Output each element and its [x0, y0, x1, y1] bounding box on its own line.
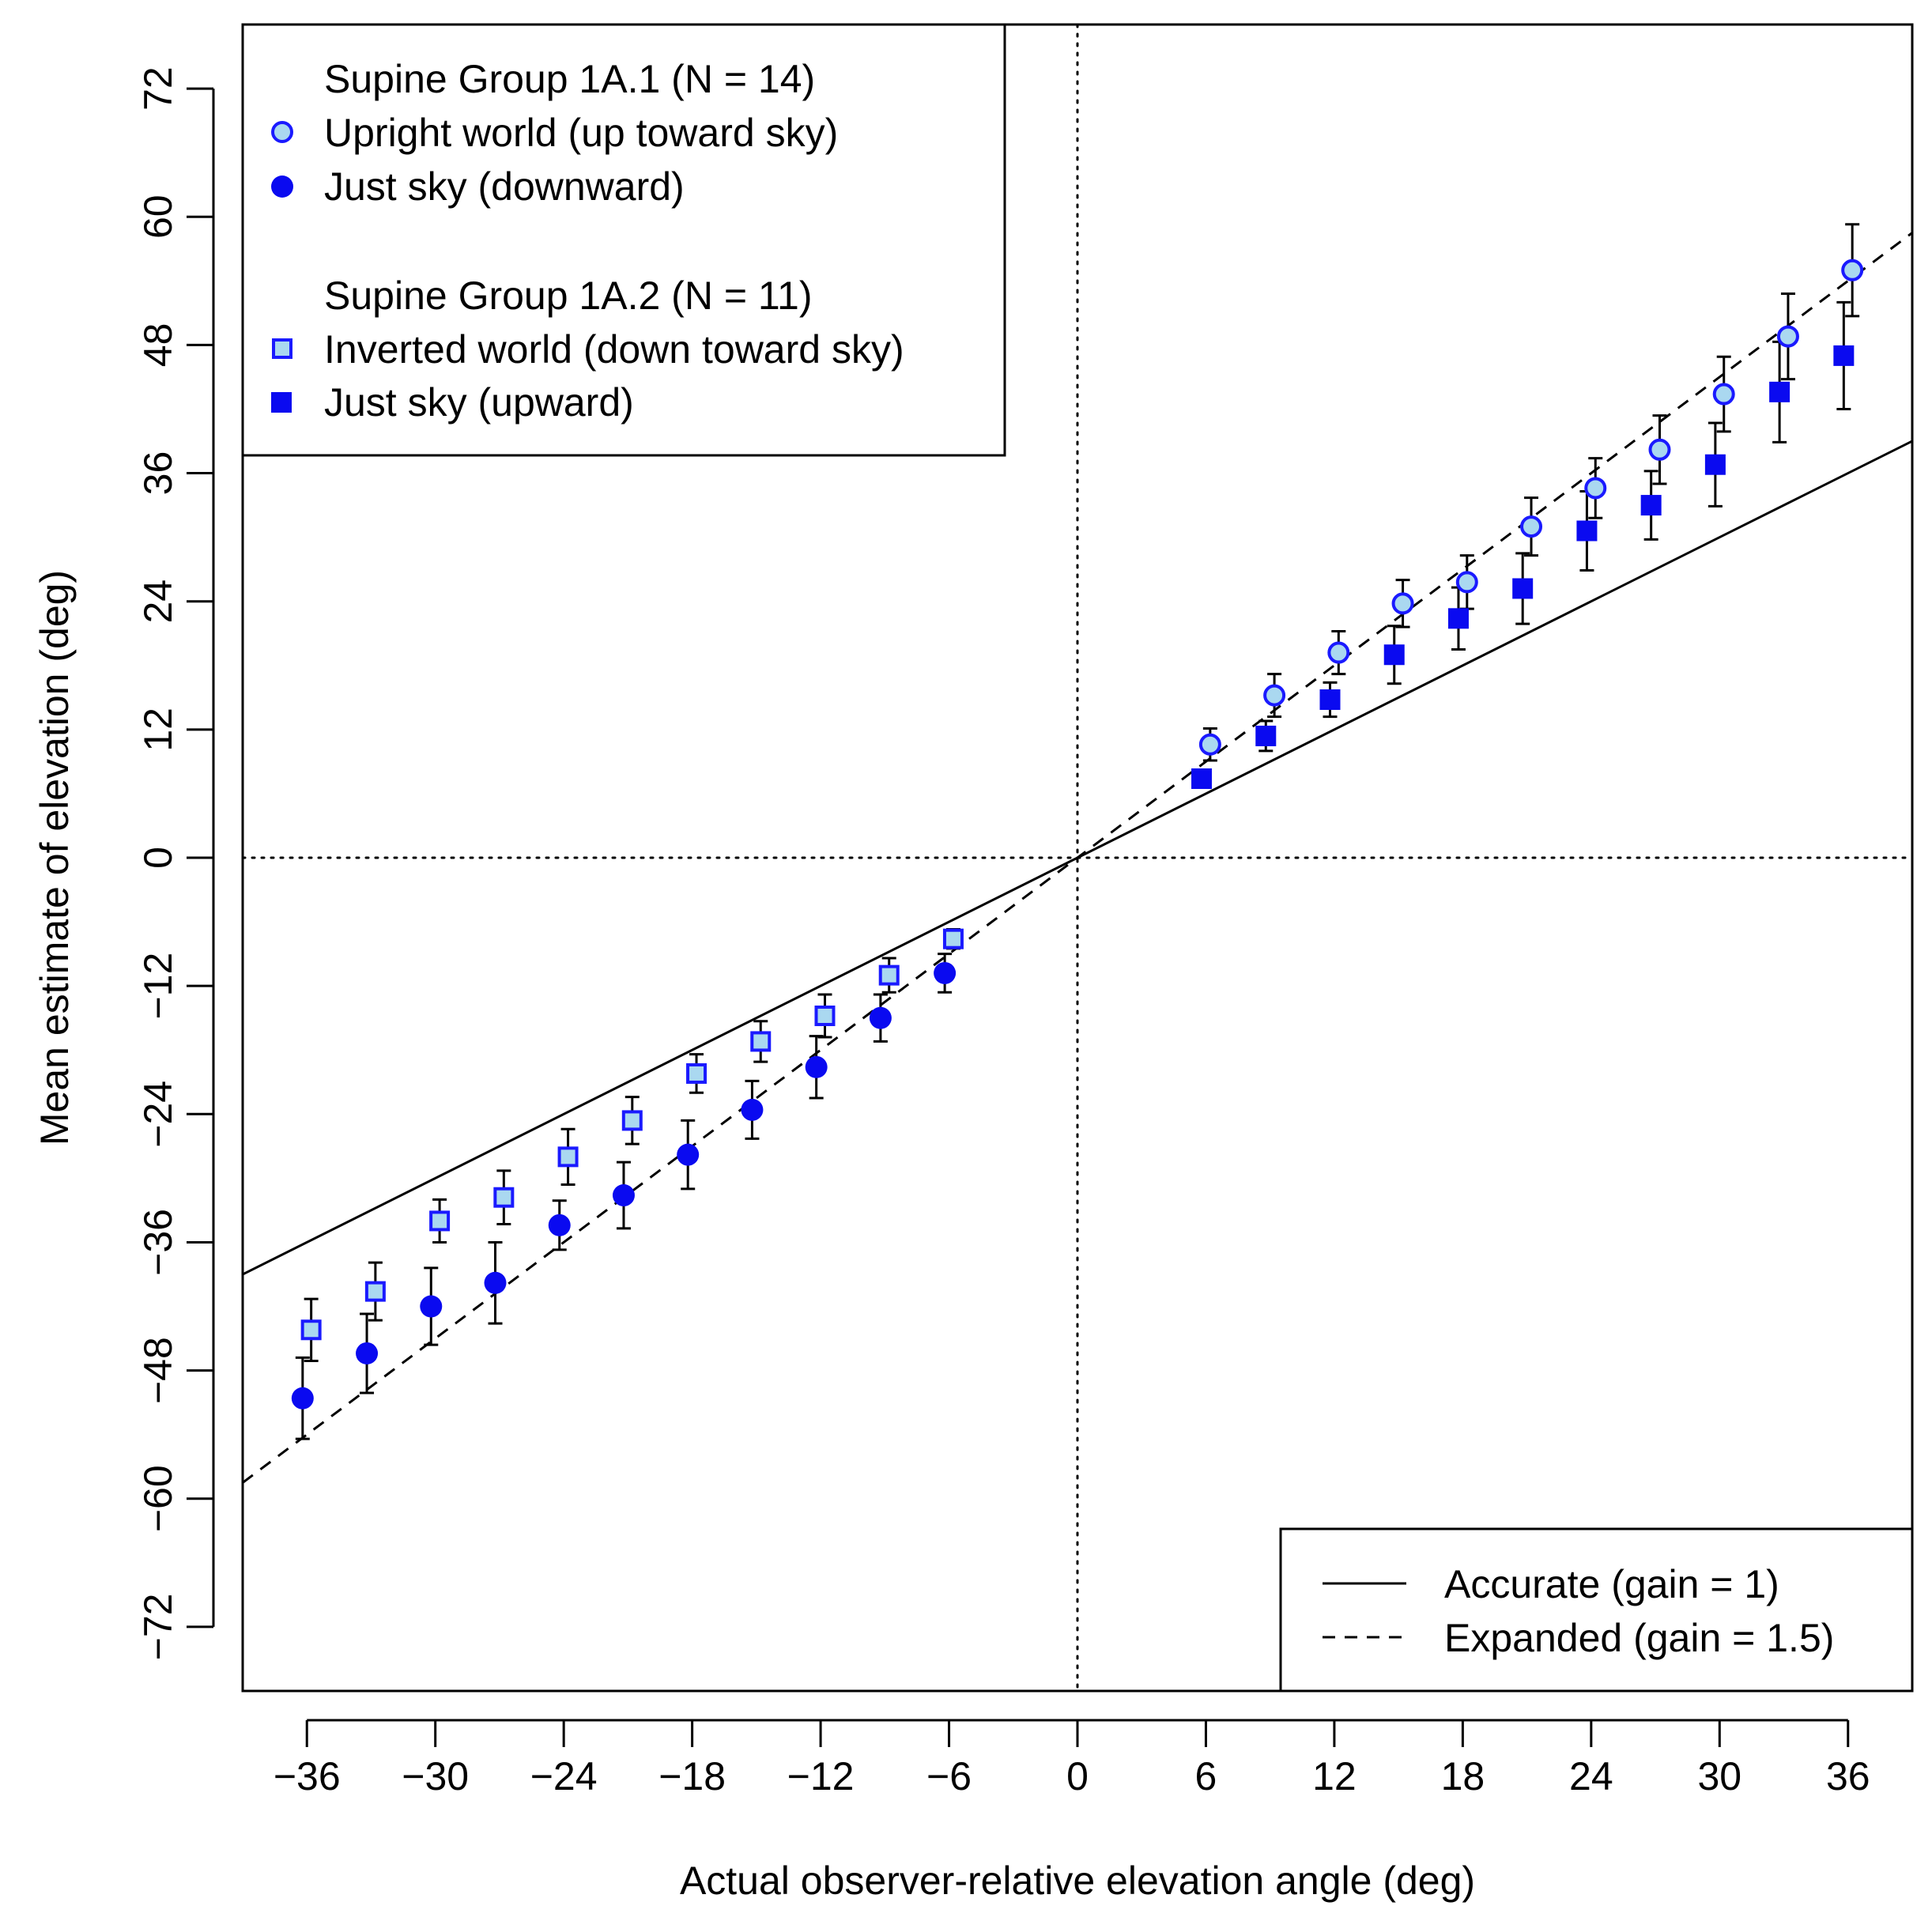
y-tick-label: 60 [136, 194, 180, 239]
point-just-sky-downward [805, 1055, 828, 1078]
legend-just-sky-upward-marker [271, 392, 292, 413]
legend-upright-world-label: Upright world (up toward sky) [324, 111, 838, 155]
point-upright-world-up-toward-sky [1391, 592, 1414, 615]
point-inverted-world-down-toward-sky [814, 1005, 836, 1026]
point-upright-world-up-toward-sky [1198, 733, 1221, 756]
x-tick-label: −30 [402, 1754, 469, 1798]
legend-just-sky-upward-label: Just sky (upward) [324, 380, 634, 425]
x-axis: −36 −30 −24 −18 −12 −6 0 6 12 18 24 30 36 [274, 1719, 1870, 1798]
x-tick-label: 18 [1441, 1754, 1485, 1798]
point-just-sky-upward [1576, 520, 1598, 542]
point-inverted-world-down-toward-sky [557, 1146, 579, 1168]
reference-lines [243, 25, 1912, 1691]
point-just-sky-upward [1383, 644, 1405, 666]
legend-group1-title: Supine Group 1A.1 (N = 14) [324, 57, 815, 101]
legend-upright-world-marker [271, 121, 293, 143]
x-tick-label: 36 [1826, 1754, 1870, 1798]
y-tick-label: 24 [136, 579, 180, 624]
point-inverted-world-down-toward-sky [493, 1187, 515, 1208]
point-upright-world-up-toward-sky [1263, 684, 1286, 707]
legend-expanded-label: Expanded (gain = 1.5) [1444, 1616, 1834, 1660]
y-tick-label: −24 [136, 1081, 180, 1148]
reference-line-gain-1-5 [243, 232, 1912, 1484]
legend-just-sky-downward-label: Just sky (downward) [324, 164, 685, 209]
point-inverted-world-down-toward-sky [300, 1319, 322, 1341]
point-just-sky-downward [548, 1213, 571, 1236]
y-tick-label: 36 [136, 451, 180, 496]
x-tick-label: −24 [530, 1754, 598, 1798]
y-tick-label: −60 [136, 1465, 180, 1532]
point-upright-world-up-toward-sky [1455, 571, 1478, 594]
x-axis-label: Actual observer-relative elevation angle… [680, 1859, 1475, 1903]
point-just-sky-upward [1512, 578, 1534, 599]
point-just-sky-downward [420, 1295, 443, 1318]
point-inverted-world-down-toward-sky [686, 1062, 708, 1084]
point-just-sky-upward [1833, 345, 1855, 366]
point-inverted-world-down-toward-sky [429, 1210, 451, 1232]
point-just-sky-upward [1319, 689, 1341, 711]
point-just-sky-upward [1255, 725, 1277, 746]
point-just-sky-upward [1447, 608, 1469, 629]
point-just-sky-downward [291, 1387, 314, 1410]
legend-just-sky-downward-marker [271, 175, 293, 198]
point-upright-world-up-toward-sky [1648, 438, 1671, 461]
x-tick-label: 12 [1312, 1754, 1357, 1798]
x-tick-label: −12 [787, 1754, 855, 1798]
data-markers [291, 259, 1864, 1410]
point-just-sky-upward [1640, 495, 1662, 516]
point-just-sky-upward [1769, 381, 1790, 402]
point-upright-world-up-toward-sky [1520, 515, 1543, 538]
point-just-sky-upward [1704, 454, 1726, 475]
x-tick-label: 24 [1569, 1754, 1613, 1798]
y-tick-label: 48 [136, 323, 180, 368]
legend-inverted-world-marker [272, 338, 292, 359]
point-inverted-world-down-toward-sky [750, 1031, 772, 1052]
y-tick-label: 12 [136, 708, 180, 752]
y-tick-label: 72 [136, 66, 180, 111]
legend-inverted-world-label: Inverted world (down toward sky) [324, 327, 904, 372]
x-tick-label: −36 [274, 1754, 341, 1798]
point-upright-world-up-toward-sky [1584, 477, 1607, 500]
point-just-sky-downward [741, 1098, 764, 1121]
point-just-sky-upward [1191, 768, 1213, 790]
point-just-sky-downward [612, 1184, 635, 1207]
y-axis-label: Mean estimate of elevation (deg) [32, 570, 77, 1145]
y-axis: −72 −60 −48 −36 −24 −12 0 12 24 36 48 60 72 [136, 66, 215, 1661]
y-tick-label: −12 [136, 953, 180, 1020]
point-upright-world-up-toward-sky [1776, 325, 1799, 348]
x-tick-label: 0 [1066, 1754, 1089, 1798]
point-upright-world-up-toward-sky [1841, 259, 1864, 281]
point-inverted-world-down-toward-sky [364, 1281, 386, 1302]
point-upright-world-up-toward-sky [1712, 383, 1735, 406]
point-just-sky-downward [934, 961, 957, 984]
point-inverted-world-down-toward-sky [621, 1110, 643, 1131]
point-inverted-world-down-toward-sky [942, 928, 964, 949]
point-upright-world-up-toward-sky [1327, 641, 1350, 664]
point-inverted-world-down-toward-sky [878, 964, 900, 986]
point-just-sky-downward [869, 1006, 892, 1029]
legend-lines: Accurate (gain = 1) Expanded (gain = 1.5… [1279, 1527, 1914, 1693]
x-tick-label: 6 [1195, 1754, 1217, 1798]
x-tick-label: −18 [658, 1754, 726, 1798]
x-tick-label: 30 [1697, 1754, 1741, 1798]
plot-frame [241, 23, 1914, 1693]
legend-groups: Supine Group 1A.1 (N = 14) Upright world… [241, 23, 1006, 457]
y-tick-label: −36 [136, 1209, 180, 1276]
point-just-sky-downward [677, 1143, 700, 1166]
legend-groups-box [241, 23, 1006, 457]
y-tick-label: −72 [136, 1594, 180, 1661]
legend-group2-title: Supine Group 1A.2 (N = 11) [324, 274, 812, 318]
legend-accurate-label: Accurate (gain = 1) [1444, 1562, 1779, 1606]
point-just-sky-downward [484, 1271, 507, 1294]
y-tick-label: 0 [136, 847, 180, 869]
x-tick-label: −6 [926, 1754, 972, 1798]
legend-lines-box [1279, 1527, 1914, 1693]
point-just-sky-downward [356, 1342, 379, 1364]
y-tick-label: −48 [136, 1337, 180, 1404]
